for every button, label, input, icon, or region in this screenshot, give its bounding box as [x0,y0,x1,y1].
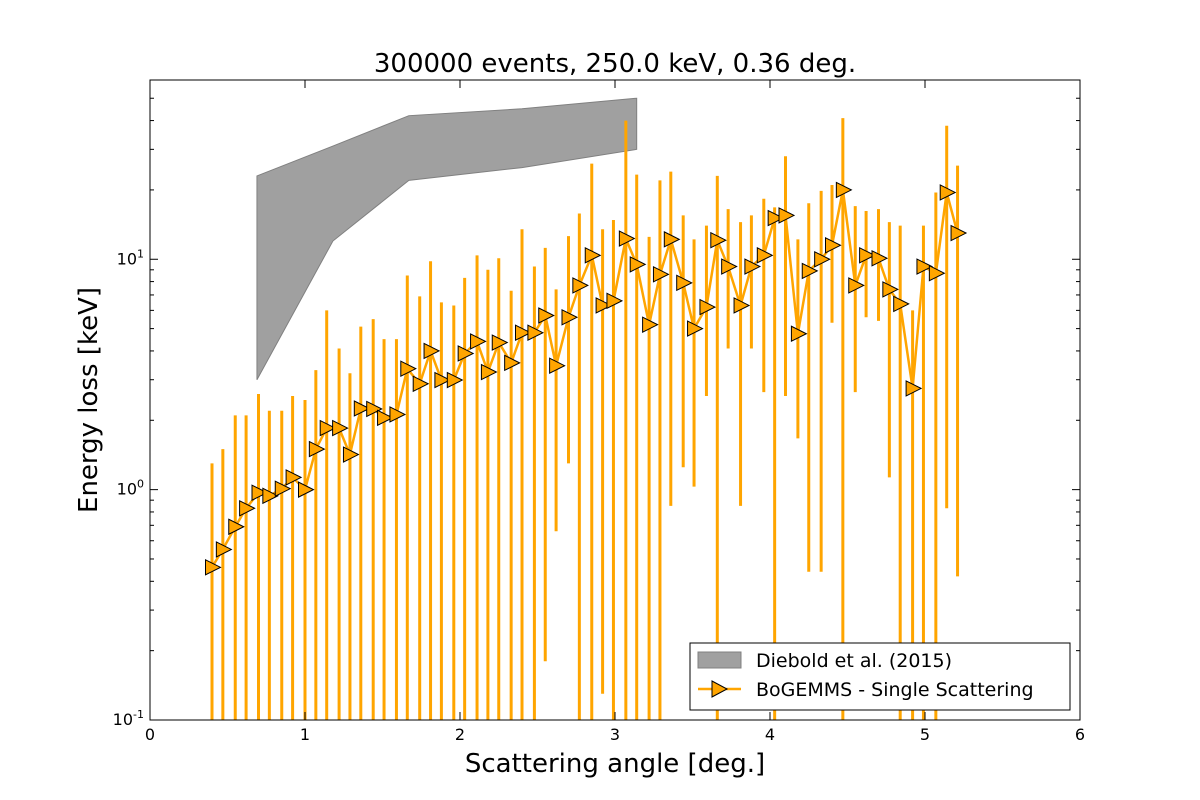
legend-series-marker [711,680,729,698]
data-point [756,247,774,264]
data-point [228,518,245,536]
data-point [389,406,407,423]
data-point [835,181,853,199]
data-point [400,360,417,377]
data-point [950,224,968,242]
x-tick-label: 0 [145,725,155,744]
y-tick-label: 101 [117,247,144,268]
x-tick-label: 2 [455,725,465,744]
reference-band [256,97,638,380]
data-point [618,230,636,247]
data-point [319,419,337,437]
data-point [412,375,430,393]
data-point [733,297,751,314]
data-point [595,297,613,314]
data-point [561,308,579,326]
legend-frame [689,642,1071,711]
data-point [549,357,566,375]
data-point [767,209,785,227]
data-point [470,333,487,350]
data-point [778,207,796,224]
data-point [215,541,233,558]
data-point [285,469,303,486]
x-tick-label: 3 [610,725,620,744]
band-layer [256,97,638,380]
data-point [801,262,819,280]
data-point [916,258,934,275]
data-point [676,274,693,292]
data-point [251,484,269,501]
data-point [457,345,475,362]
data-point [871,249,889,267]
data-point [939,184,957,201]
data-point [480,363,498,381]
y-axis-title: Energy loss [keV] [74,287,104,513]
data-point [205,559,222,576]
data-point [606,292,624,310]
x-tick-labels: 0 1 2 3 4 5 6 [145,725,1085,744]
data-point [905,380,923,397]
data-point [366,400,383,418]
legend-band-swatch [697,651,742,669]
data-point [629,256,647,273]
legend: Diebold et al. (2015) BoGEMMS - Single S… [689,642,1071,711]
data-point [538,307,555,324]
chart-title: 300000 events, 250.0 keV, 0.36 deg. [374,49,856,79]
data-point [377,409,394,427]
data-point [710,231,727,249]
data-point [353,400,371,417]
x-tick-label: 4 [765,725,775,744]
x-axis-title: Scattering angle [deg.] [465,749,765,779]
data-point [814,250,831,268]
data-point [721,258,738,275]
legend-band-label: Diebold et al. (2015) [756,650,952,672]
x-tick-label: 1 [300,725,310,744]
data-point [825,236,842,254]
data-point [298,481,315,498]
data-point [423,342,441,360]
data-point [652,266,670,283]
data-point [527,324,545,342]
x-tick-label: 5 [920,725,930,744]
marker-layer [205,181,968,576]
data-point [744,258,762,275]
data-point [642,316,659,333]
y-tick-label: 100 [117,478,144,499]
data-point [446,371,464,389]
x-tick-label: 6 [1075,725,1085,744]
data-point [515,324,532,342]
data-point [434,371,452,389]
data-point [663,231,681,248]
data-point [572,277,589,294]
y-tick-labels: 10-1 100 101 [113,247,144,729]
data-point [790,325,808,343]
legend-series-label: BoGEMMS - Single Scattering [756,679,1034,701]
errorbar-layer [210,118,960,720]
data-point [262,487,279,505]
data-point [239,499,256,517]
data-point [342,446,360,463]
data-point [859,247,876,264]
data-point [848,277,865,294]
data-point [699,298,717,316]
data-point [687,320,704,337]
data-point [584,247,602,264]
data-point [504,354,521,372]
tick-layer [149,79,1081,721]
data-point [491,334,509,351]
data-point [332,419,349,437]
data-point [882,281,899,298]
data-point [893,295,910,313]
data-point [308,440,326,458]
data-point [928,264,946,282]
y-tick-label: 10-1 [113,708,144,729]
data-point [274,480,292,497]
